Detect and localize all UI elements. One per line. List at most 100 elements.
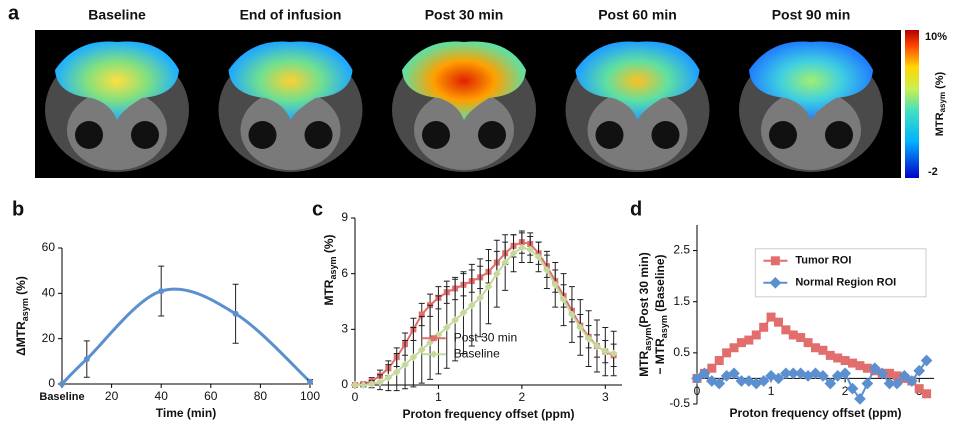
x-tick-label: 2: [842, 384, 849, 398]
marker: [509, 249, 518, 258]
dark: [304, 121, 333, 149]
marker: [862, 363, 872, 373]
dark: [769, 121, 797, 149]
marker: [922, 389, 932, 399]
marker: [698, 367, 711, 380]
marker: [751, 330, 761, 340]
marker: [593, 342, 601, 350]
y-tick-label: -0.5: [669, 396, 690, 410]
marker: [729, 343, 739, 353]
x-axis-label: Proton frequency offset (ppm): [729, 406, 901, 420]
marker: [367, 380, 376, 388]
axis-label: ΔMTRasym (%): [14, 276, 30, 356]
marker: [392, 368, 401, 376]
marker: [885, 368, 895, 378]
marker: [722, 348, 732, 358]
marker: [868, 362, 881, 375]
label-sub: asym: [20, 298, 30, 321]
label-part: (Baseline): [653, 254, 667, 315]
marker: [720, 370, 733, 382]
marker: [773, 317, 783, 327]
x-tick-label: 20: [105, 389, 119, 403]
marker: [559, 295, 568, 304]
marker: [913, 364, 926, 377]
marker: [713, 377, 726, 390]
marker: [772, 372, 785, 385]
marker: [551, 280, 560, 289]
dark: [422, 121, 450, 149]
legend-label: Baseline: [454, 346, 500, 360]
marker: [576, 323, 585, 332]
marker: [568, 310, 576, 319]
marker: [714, 356, 724, 366]
marker: [426, 338, 434, 347]
marker: [736, 338, 746, 348]
axis-label: − MTRasym (Baseline): [653, 254, 669, 374]
panel-letter: a: [8, 2, 20, 24]
label-part: (Post 30 min): [637, 252, 651, 327]
x-tick-label: 1: [435, 390, 442, 404]
marker: [451, 316, 460, 324]
map-blob: [575, 41, 700, 120]
x-tick-label: Baseline: [39, 391, 84, 403]
marker: [780, 367, 792, 380]
marker: [492, 269, 501, 278]
column-title: Baseline: [88, 7, 146, 23]
marker: [430, 335, 437, 342]
y-tick-label: 2.5: [673, 243, 690, 257]
marker: [883, 377, 896, 390]
marker: [803, 338, 813, 348]
dark: [595, 121, 624, 149]
panel-letter: c: [312, 198, 323, 220]
marker: [833, 353, 843, 363]
marker: [846, 382, 859, 395]
marker: [418, 311, 425, 318]
marker: [707, 363, 717, 373]
y-tick-label: 3: [341, 322, 348, 336]
marker: [534, 253, 543, 261]
x-tick-label: 3: [602, 390, 609, 404]
tissue: [587, 90, 688, 170]
marker: [584, 334, 593, 343]
x-tick-label: 80: [254, 389, 268, 403]
marker: [232, 310, 239, 317]
x-tick-label: 0: [352, 390, 359, 404]
colorbar-title: MTRasym (%): [934, 71, 947, 136]
marker: [796, 333, 806, 343]
marker: [744, 335, 754, 345]
marker: [802, 370, 814, 382]
label-part: MTR: [637, 350, 651, 376]
map-blob: [55, 41, 179, 120]
marker: [409, 353, 418, 362]
dark: [75, 121, 103, 149]
legend-box: [754, 248, 927, 298]
marker: [876, 367, 889, 380]
x-tick-label: 1: [768, 384, 775, 398]
series-line: [696, 359, 928, 401]
label-part: − MTR: [653, 338, 667, 375]
colorbar: [905, 30, 919, 178]
marker: [825, 350, 835, 360]
label-sub: asym: [643, 328, 653, 351]
series-line: [60, 287, 312, 386]
legend-label: Normal Region ROI: [795, 277, 896, 289]
column-title: End of infusion: [240, 7, 342, 23]
y-tick-label: 0: [48, 376, 55, 390]
legend-label: Post 30 min: [454, 330, 517, 344]
marker: [855, 361, 865, 371]
panel-letter: b: [12, 198, 24, 220]
colorbar-max: 10%: [925, 31, 947, 43]
marker: [905, 375, 918, 387]
marker: [914, 384, 924, 394]
marker: [429, 350, 438, 359]
dark: [248, 121, 277, 149]
marker: [459, 308, 468, 317]
marker: [359, 381, 368, 389]
marker: [840, 356, 850, 366]
y-tick-label: 40: [42, 286, 56, 300]
marker: [417, 345, 426, 354]
marker: [817, 370, 829, 382]
marker: [824, 377, 837, 390]
marker: [769, 276, 782, 289]
